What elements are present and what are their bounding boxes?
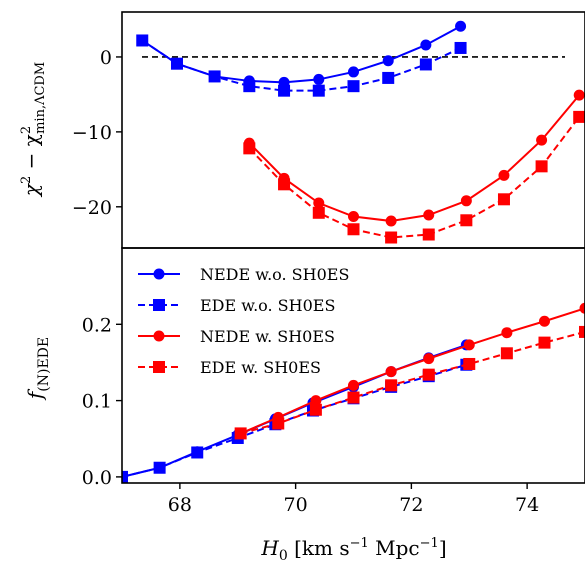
legend-marker-0 <box>153 268 165 280</box>
top-point-3-3 <box>347 223 360 236</box>
top-point-3-0 <box>243 142 256 155</box>
top-point-1-1 <box>170 57 183 70</box>
legend-marker-2 <box>153 330 165 342</box>
top-point-3-6 <box>460 214 473 227</box>
bottom-point-3-3 <box>347 391 360 404</box>
bottom-point-3-5 <box>422 368 435 381</box>
top-point-3-8 <box>535 160 548 173</box>
top-point-2-9 <box>573 89 585 101</box>
bottom-point-3-7 <box>500 347 513 360</box>
fraction-panel: 0.0 0.1 0.2 68 70 72 74 NEDE w.o. SH0ES EDE w.o.… <box>82 247 585 516</box>
top-point-3-1 <box>278 178 291 191</box>
bottom-point-2-5 <box>423 353 435 365</box>
top-series-line-3 <box>248 116 581 239</box>
bottom-point-3-2 <box>309 403 322 416</box>
top-point-3-5 <box>422 228 435 241</box>
top-series-line-1 <box>141 39 461 92</box>
x-tick-label-2: 72 <box>399 494 423 516</box>
top-point-1-2 <box>208 70 221 83</box>
top-y-tick-label-2: −20 <box>72 197 112 219</box>
top-point-0-9 <box>455 20 467 32</box>
top-point-1-5 <box>312 84 325 97</box>
x-tick-label-0: 68 <box>168 494 192 516</box>
top-point-2-4 <box>385 215 397 227</box>
x-tick-label-3: 74 <box>515 494 539 516</box>
bottom-y-tick-label-2: 0.2 <box>82 314 112 336</box>
bottom-series-line-2 <box>240 307 585 435</box>
x-tick-label-1: 70 <box>284 494 308 516</box>
top-point-1-7 <box>382 71 395 84</box>
bottom-point-3-8 <box>538 336 551 349</box>
top-point-0-6 <box>348 66 359 78</box>
top-y-tick-label-0: 0 <box>100 47 112 69</box>
top-point-3-7 <box>497 193 510 206</box>
bottom-plot-area <box>122 302 585 483</box>
top-point-2-5 <box>423 209 435 221</box>
top-series-0 <box>136 20 467 88</box>
top-y-tick-label-1: −10 <box>72 122 112 144</box>
top-point-0-7 <box>382 55 394 67</box>
top-point-3-9 <box>573 110 585 123</box>
top-series-3 <box>243 110 585 244</box>
top-point-1-6 <box>347 80 360 93</box>
bottom-point-1-2 <box>191 446 204 459</box>
bottom-point-1-1 <box>153 461 166 474</box>
top-point-2-7 <box>498 169 510 181</box>
top-series-1 <box>136 34 467 97</box>
top-point-1-4 <box>278 84 291 97</box>
bottom-y-axis-label: f(N)EDE <box>23 337 52 401</box>
top-point-0-8 <box>420 39 432 51</box>
bottom-point-2-7 <box>501 327 513 339</box>
top-point-1-3 <box>243 80 256 93</box>
top-point-1-8 <box>419 58 432 71</box>
chi2-panel: 0 −10 −20 <box>72 11 585 249</box>
bottom-point-2-8 <box>538 315 550 327</box>
x-axis-label: H0 [km s−1 Mpc−1] <box>260 536 446 564</box>
bottom-point-3-4 <box>385 379 398 392</box>
bottom-point-2-4 <box>385 366 397 378</box>
bottom-point-2-9 <box>579 302 585 314</box>
bottom-y-tick-label-1: 0.1 <box>82 391 112 413</box>
bottom-point-3-0 <box>234 427 247 440</box>
top-point-3-4 <box>385 231 398 244</box>
legend-label-3: EDE w. SH0ES <box>200 358 321 377</box>
bottom-series-line-3 <box>240 330 585 435</box>
top-point-0-5 <box>313 73 325 85</box>
bottom-axes-frame <box>121 247 585 484</box>
legend-marker-1 <box>153 299 165 311</box>
top-point-1-9 <box>454 41 467 54</box>
top-point-2-3 <box>348 211 359 223</box>
top-point-2-8 <box>536 134 548 146</box>
top-point-2-6 <box>460 195 472 207</box>
bottom-point-3-9 <box>579 325 585 338</box>
top-point-3-2 <box>312 206 325 219</box>
top-series-line-2 <box>248 94 580 223</box>
bottom-point-1-0 <box>122 470 128 483</box>
bottom-series-3 <box>234 325 585 440</box>
top-y-axis-label: χ2 − χ2min,ΛCDM <box>19 62 48 198</box>
bottom-series-1 <box>122 358 473 483</box>
top-point-1-0 <box>136 34 149 47</box>
legend-label-2: NEDE w. SH0ES <box>200 327 335 346</box>
legend: NEDE w.o. SH0ES EDE w.o. SH0ES NEDE w. SH0… <box>138 265 349 377</box>
bottom-y-tick-label-0: 0.0 <box>82 467 112 489</box>
bottom-point-3-6 <box>463 357 476 370</box>
top-plot-area <box>136 20 585 244</box>
bottom-point-2-2 <box>310 395 322 407</box>
legend-marker-3 <box>153 361 165 373</box>
bottom-point-2-3 <box>348 379 359 391</box>
legend-label-1: EDE w.o. SH0ES <box>200 296 335 315</box>
bottom-series-line-1 <box>122 363 467 478</box>
bottom-point-3-1 <box>272 417 285 430</box>
legend-label-0: NEDE w.o. SH0ES <box>200 265 349 284</box>
top-series-line-0 <box>141 25 462 84</box>
bottom-point-2-6 <box>463 339 475 351</box>
top-point-2-2 <box>313 197 325 209</box>
top-series-2 <box>243 89 585 227</box>
